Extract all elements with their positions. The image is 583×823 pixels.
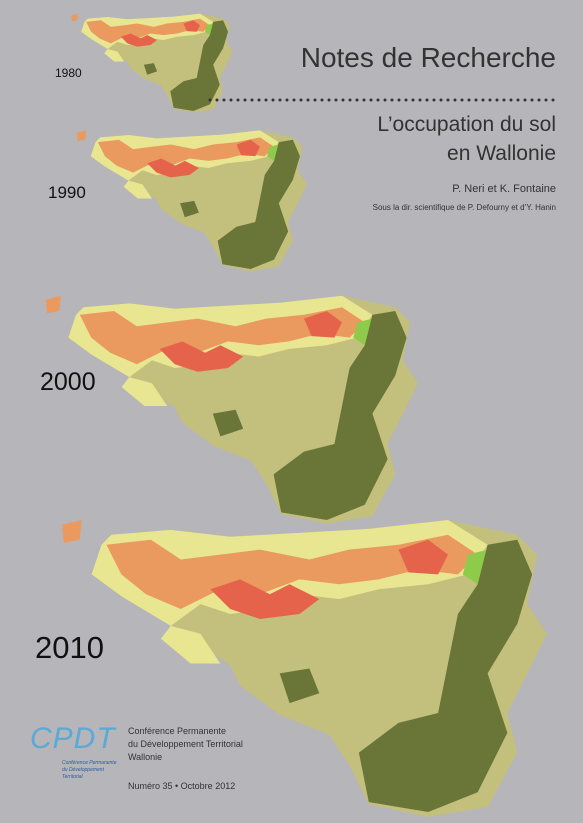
supervision: Sous la dir. scientifique de P. Defourny… [372, 203, 556, 212]
title: Notes de Recherche [300, 42, 556, 73]
logo-caption: du Développement [62, 767, 104, 773]
subtitle-line: L’occupation du sol [377, 113, 556, 136]
logo: CPDT [30, 722, 116, 755]
publisher-line: Wallonie [128, 752, 163, 762]
issue: Numéro 35 • Octobre 2012 [128, 781, 236, 791]
map-1990 [76, 130, 307, 272]
subtitle-line: en Wallonie [447, 142, 556, 165]
map-1980 [71, 13, 233, 113]
authors: P. Neri et K. Fontaine [452, 183, 556, 195]
logo-caption: Conférence Permanente [62, 760, 117, 766]
map-2010 [61, 519, 548, 817]
logo-caption: Territorial [62, 774, 83, 780]
year-label: 1980 [55, 66, 82, 80]
map-2000 [45, 295, 418, 524]
year-label: 2010 [35, 630, 104, 665]
year-label: 1990 [48, 183, 86, 202]
publisher-line: Conférence Permanente [128, 726, 227, 736]
year-label: 2000 [40, 368, 96, 396]
publisher-line: du Développement Territorial [128, 739, 243, 749]
